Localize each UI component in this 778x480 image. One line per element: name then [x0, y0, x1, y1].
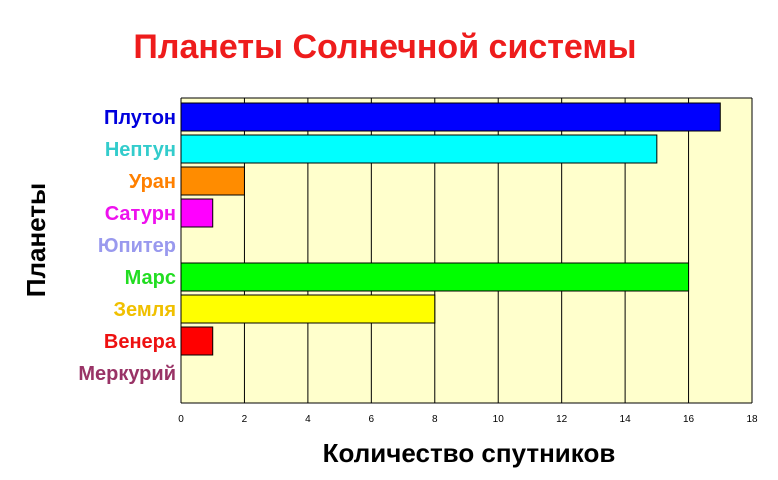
- x-tick-label: 6: [369, 414, 375, 425]
- bar-5: [180, 198, 214, 228]
- category-label: Плутон: [104, 107, 176, 129]
- x-tick-label: 12: [556, 414, 568, 425]
- category-label: Земля: [113, 299, 176, 321]
- x-tick-label: 16: [683, 414, 695, 425]
- x-tick-label: 8: [432, 414, 438, 425]
- x-tick-label: 14: [620, 414, 632, 425]
- x-axis-label: Количество спутников: [323, 438, 616, 468]
- category-label: Венера: [104, 331, 177, 353]
- bar-1: [180, 326, 214, 356]
- x-tick-label: 0: [178, 414, 184, 425]
- category-label: Меркурий: [78, 363, 176, 385]
- bar-3: [180, 262, 690, 292]
- category-labels: Меркурий Венера Земля Марс Юпитер Сатурн Уран Н…: [78, 107, 177, 385]
- x-tick-label: 18: [746, 414, 758, 425]
- category-label: Уран: [129, 171, 176, 193]
- category-label: Марс: [125, 267, 176, 289]
- category-label: Нептун: [105, 139, 176, 161]
- x-tick-label: 4: [305, 414, 311, 425]
- chart-title: Планеты Солнечной системы: [133, 28, 636, 66]
- category-label: Сатурн: [105, 203, 176, 225]
- bar-2: [180, 294, 436, 324]
- bar-7: [180, 134, 658, 164]
- y-axis-label: Планеты: [21, 183, 51, 297]
- x-tick-label: 10: [493, 414, 505, 425]
- category-label: Юпитер: [98, 235, 176, 257]
- bar-8: [180, 102, 721, 132]
- bar-6: [180, 166, 245, 196]
- x-tick-label: 2: [242, 414, 248, 425]
- x-tick-labels: 0 2 4 6 8 10 12 14 16 18: [178, 414, 758, 425]
